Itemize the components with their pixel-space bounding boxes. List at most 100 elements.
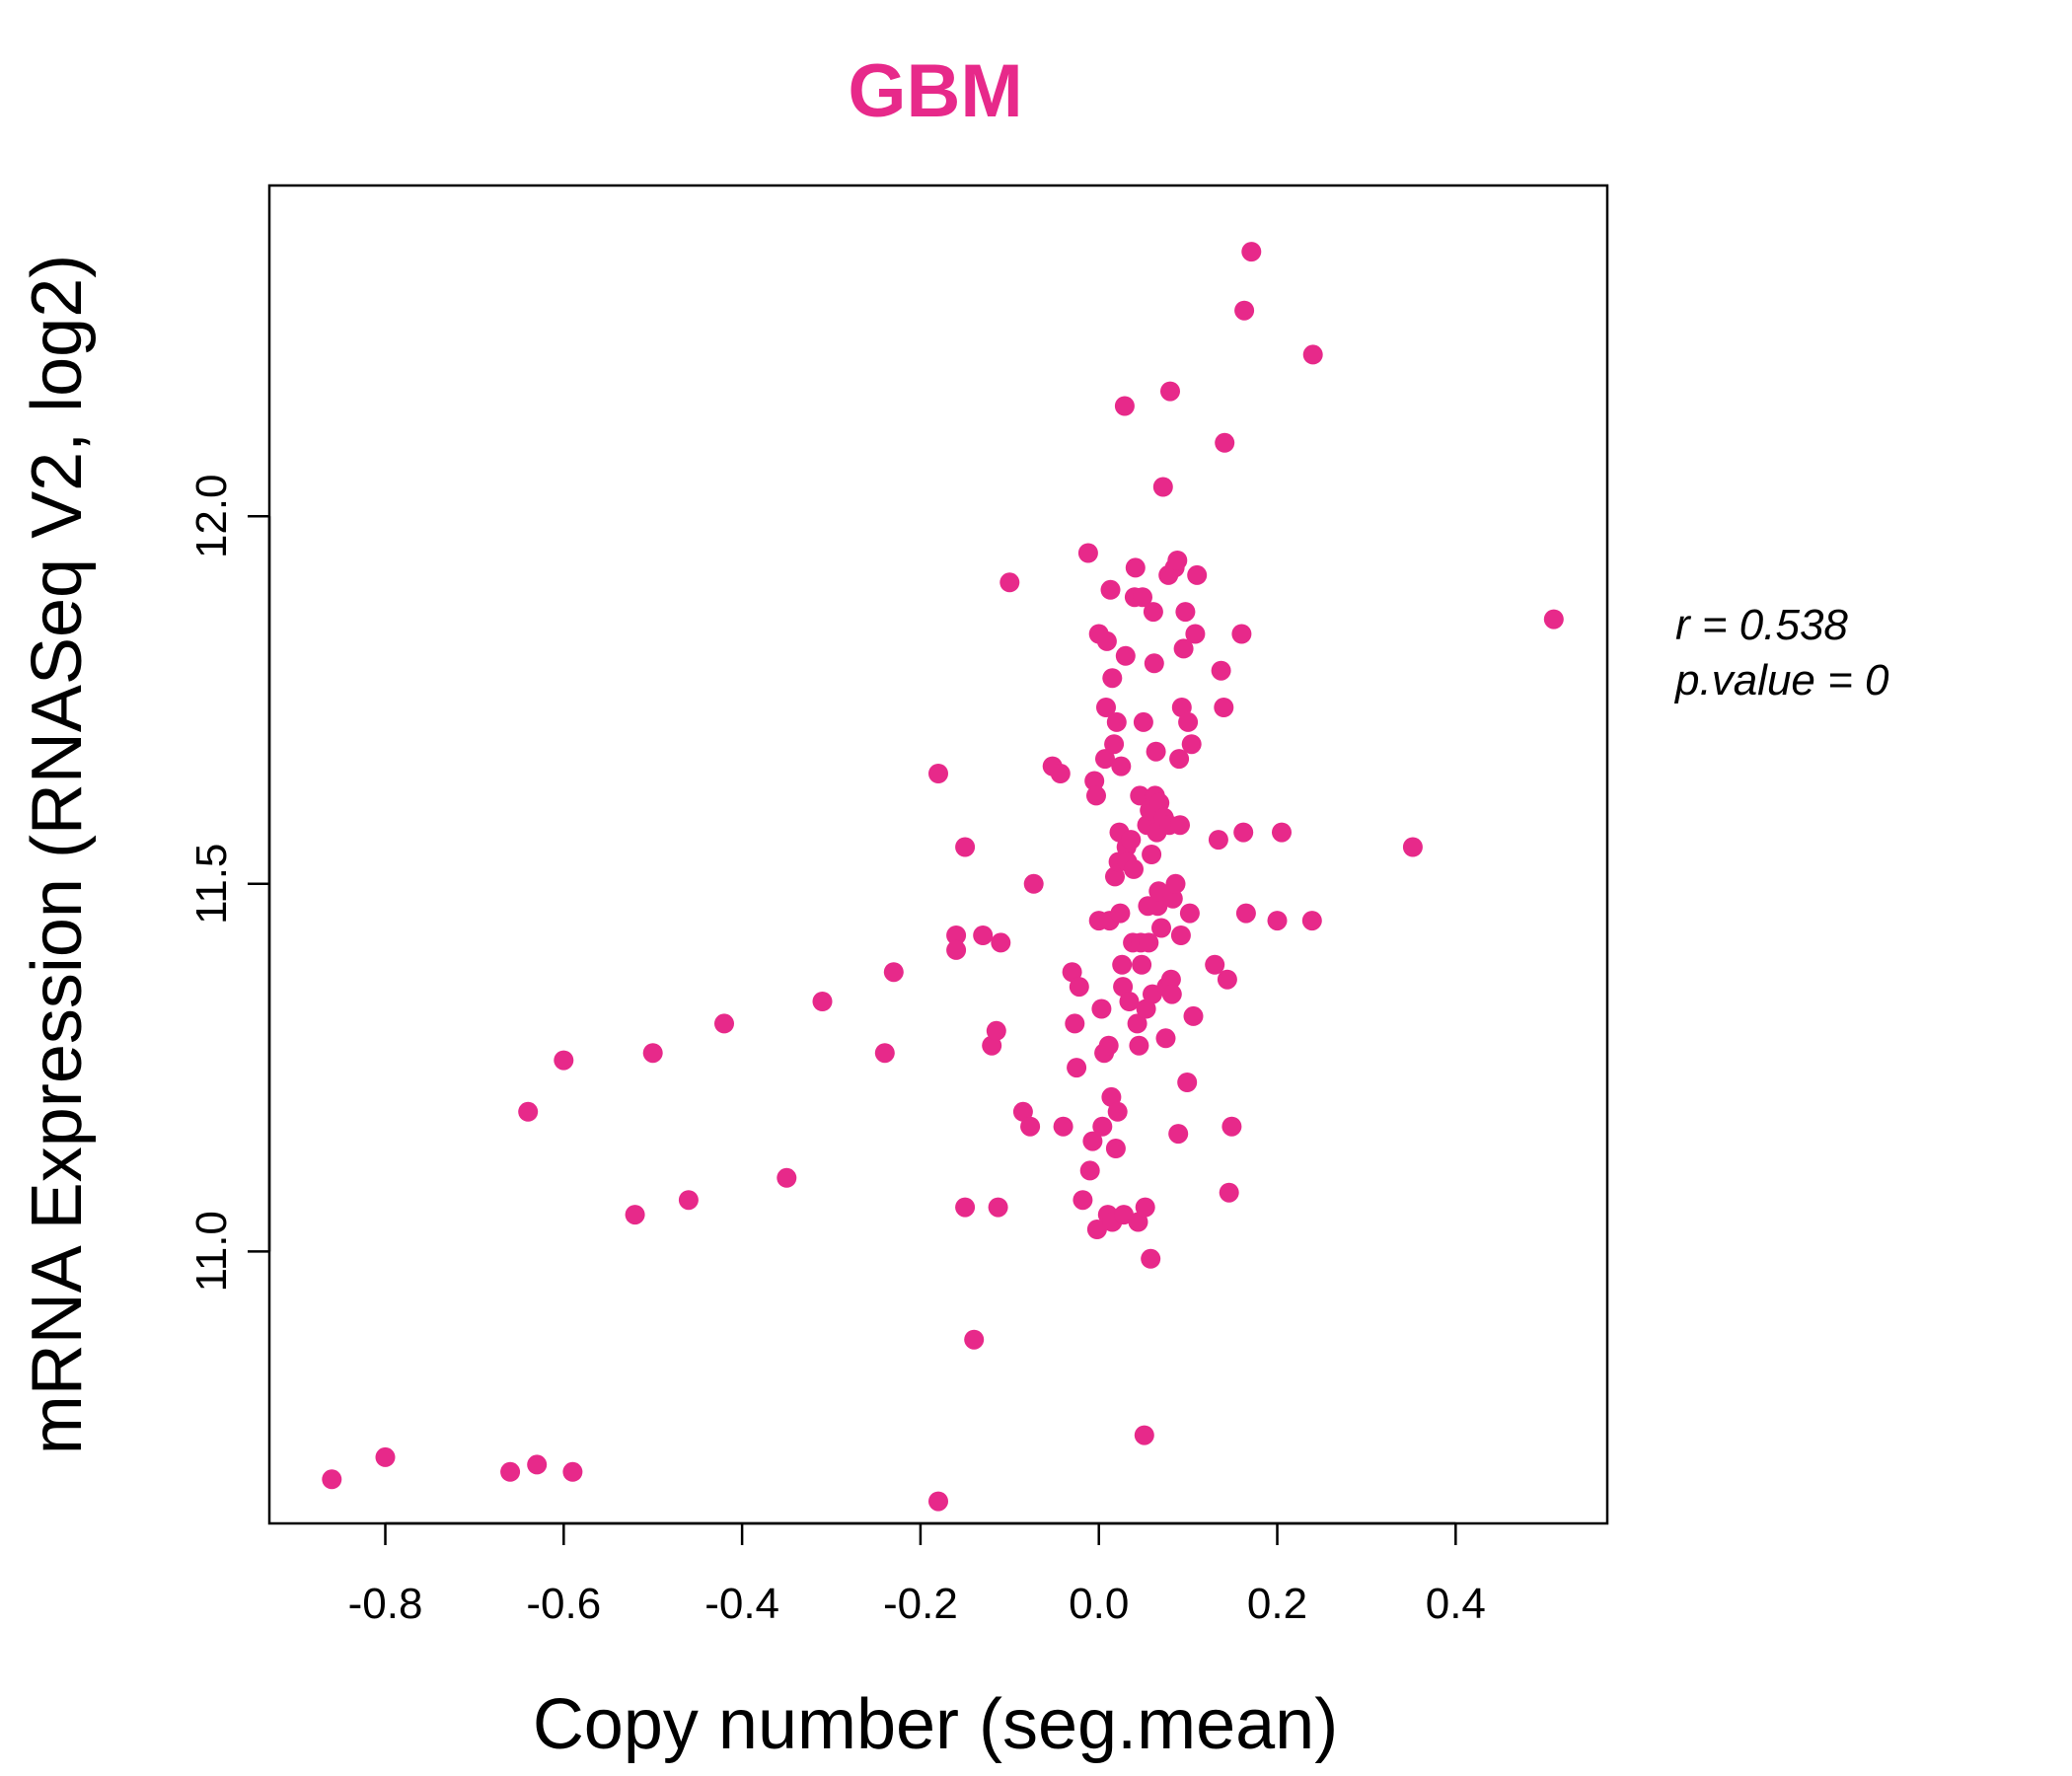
- data-point-10: [714, 1013, 734, 1034]
- data-point-143: [1221, 1116, 1242, 1137]
- data-point-141: [1217, 969, 1237, 990]
- data-point-134: [1185, 624, 1206, 644]
- data-point-48: [1092, 1116, 1113, 1137]
- data-point-79: [1124, 858, 1144, 879]
- data-point-17: [946, 925, 967, 945]
- stat-p-value: p.value = 0: [1673, 656, 1889, 704]
- data-point-5: [518, 1101, 539, 1122]
- data-point-35: [1065, 1013, 1085, 1034]
- data-point-101: [1144, 653, 1164, 674]
- data-point-123: [1169, 749, 1190, 770]
- data-point-108: [1151, 918, 1171, 938]
- x-axis: -0.8 -0.6 -0.4 -0.2 0.0 0.2 0.4: [348, 1521, 1486, 1628]
- y-axis: 11.0 11.5 12.0: [187, 474, 271, 1292]
- data-point-83: [1128, 1212, 1148, 1232]
- data-point-98: [1142, 845, 1162, 864]
- data-point-127: [1173, 638, 1194, 659]
- data-point-9: [678, 1190, 699, 1211]
- data-point-19: [955, 837, 976, 857]
- data-point-36: [1067, 1058, 1087, 1078]
- data-point-25: [988, 1197, 1008, 1218]
- data-point-73: [1115, 645, 1136, 666]
- data-point-68: [1111, 756, 1132, 777]
- data-point-88: [1133, 587, 1152, 608]
- data-point-147: [1235, 903, 1256, 924]
- data-point-14: [883, 962, 904, 983]
- data-point-125: [1170, 925, 1191, 945]
- data-point-138: [1211, 660, 1231, 681]
- data-point-139: [1214, 698, 1234, 717]
- data-point-50: [1095, 749, 1115, 770]
- data-point-63: [1106, 711, 1127, 732]
- data-point-135: [1187, 564, 1208, 585]
- data-point-129: [1177, 1073, 1198, 1092]
- data-point-142: [1219, 1182, 1239, 1203]
- data-point-4: [562, 1461, 583, 1482]
- data-point-47: [1091, 999, 1112, 1019]
- data-point-21: [964, 1329, 985, 1350]
- data-point-153: [1402, 837, 1423, 857]
- chart-title: GBM: [848, 49, 1022, 133]
- y-tick-label-1: 11.5: [187, 844, 236, 925]
- data-point-29: [1020, 1116, 1041, 1137]
- data-point-7: [625, 1205, 645, 1225]
- data-point-136: [1205, 954, 1225, 975]
- data-point-72: [1114, 396, 1135, 416]
- data-point-28: [1012, 1101, 1033, 1122]
- data-point-34: [1062, 962, 1082, 983]
- x-tick-label-0: -0.8: [348, 1580, 423, 1628]
- data-point-2: [500, 1461, 521, 1482]
- data-point-60: [1104, 734, 1125, 755]
- data-point-140: [1215, 432, 1235, 453]
- data-point-22: [973, 925, 994, 945]
- data-point-40: [1079, 1160, 1100, 1181]
- data-point-44: [1086, 1220, 1107, 1239]
- y-tick-label-2: 12.0: [187, 474, 236, 558]
- x-tick-label-5: 0.2: [1247, 1580, 1307, 1628]
- y-axis-label: mRNA Expression (RNASeq V2, log2): [18, 255, 97, 1454]
- data-point-52: [1096, 630, 1117, 651]
- data-point-109: [1152, 477, 1173, 497]
- data-point-115: [1160, 381, 1180, 402]
- data-point-150: [1272, 822, 1292, 843]
- data-point-81: [1125, 557, 1146, 578]
- data-point-13: [874, 1043, 895, 1064]
- data-point-16: [928, 1491, 948, 1512]
- x-axis-label: Copy number (seg.mean): [533, 1685, 1338, 1764]
- x-tick-label-2: -0.4: [704, 1580, 779, 1628]
- data-point-26: [991, 932, 1011, 953]
- data-point-54: [1098, 1035, 1119, 1056]
- data-point-76: [1119, 992, 1140, 1011]
- data-point-154: [1543, 609, 1564, 629]
- data-point-84: [1129, 1035, 1149, 1056]
- x-tick-label-3: -0.2: [883, 1580, 958, 1628]
- data-point-59: [1102, 668, 1123, 689]
- data-point-18: [946, 939, 967, 960]
- data-point-117: [1161, 984, 1182, 1004]
- data-point-146: [1234, 300, 1255, 321]
- data-point-132: [1181, 734, 1202, 755]
- data-point-100: [1143, 602, 1163, 623]
- data-point-0: [322, 1469, 342, 1490]
- data-point-3: [527, 1454, 548, 1475]
- data-point-6: [554, 1050, 574, 1071]
- data-point-43: [1086, 785, 1106, 806]
- data-point-120: [1165, 873, 1186, 894]
- data-point-130: [1178, 711, 1199, 732]
- data-point-128: [1175, 602, 1196, 623]
- data-point-15: [928, 764, 948, 783]
- data-point-145: [1233, 822, 1254, 843]
- data-point-97: [1141, 1248, 1161, 1269]
- data-point-103: [1146, 741, 1166, 762]
- data-point-42: [1084, 771, 1105, 791]
- data-point-90: [1134, 1425, 1154, 1445]
- data-point-133: [1183, 1005, 1204, 1026]
- y-tick-label-0: 11.0: [187, 1211, 236, 1292]
- data-point-38: [1073, 1190, 1093, 1211]
- data-point-20: [955, 1197, 976, 1218]
- data-point-67: [1110, 903, 1131, 924]
- data-point-144: [1231, 624, 1252, 644]
- data-point-124: [1170, 815, 1190, 836]
- data-point-69: [1112, 954, 1133, 975]
